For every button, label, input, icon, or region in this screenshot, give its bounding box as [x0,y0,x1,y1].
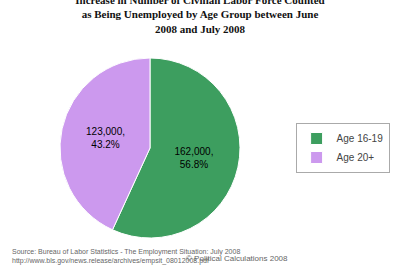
svg-text:Age 20+: Age 20+ [337,152,375,163]
svg-text:123,000,43.2%: 123,000,43.2% [86,126,125,150]
svg-text:Increase in Number of Civilian: Increase in Number of Civilian Labor For… [75,0,324,35]
svg-text:Age 16-19: Age 16-19 [337,133,384,144]
svg-text:Source: Bureau of Labor Statis: Source: Bureau of Labor Statistics - The… [12,248,240,265]
svg-text:© Political Calculations 2008: © Political Calculations 2008 [186,254,288,263]
svg-text:162,000,56.8%: 162,000,56.8% [174,146,213,170]
